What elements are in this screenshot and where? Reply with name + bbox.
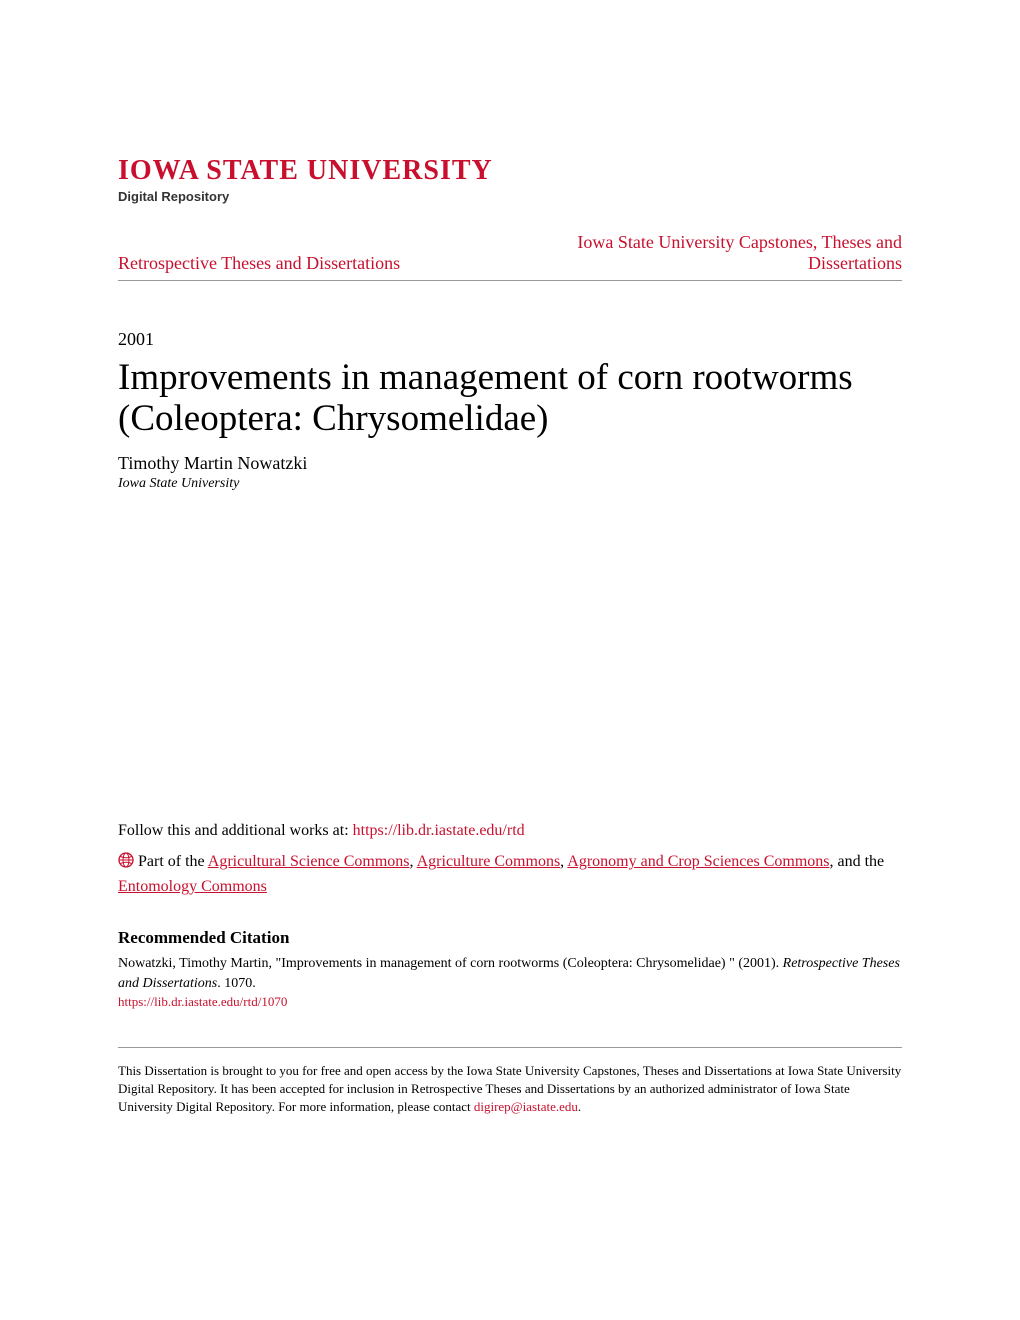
spacer xyxy=(118,492,902,822)
follow-prefix: Follow this and additional works at: xyxy=(118,822,353,839)
breadcrumb-bar: Retrospective Theses and Dissertations I… xyxy=(118,232,902,281)
commons-line: Part of the Agricultural Science Commons… xyxy=(118,850,902,900)
citation-url-link[interactable]: https://lib.dr.iastate.edu/rtd/1070 xyxy=(118,994,287,1009)
publication-year: 2001 xyxy=(118,329,902,350)
collection-link-left[interactable]: Retrospective Theses and Dissertations xyxy=(118,253,400,274)
footer-suffix: . xyxy=(578,1099,581,1114)
university-name: Iowa State University xyxy=(118,155,902,187)
logo-block: Iowa State University Digital Repository xyxy=(118,155,902,204)
repository-subtitle: Digital Repository xyxy=(118,189,902,204)
network-globe-icon xyxy=(118,852,134,868)
citation-heading: Recommended Citation xyxy=(118,928,902,948)
collection-link-right[interactable]: Iowa State University Capstones, Theses … xyxy=(562,232,902,274)
footer-contact-email[interactable]: digirep@iastate.edu xyxy=(474,1099,578,1114)
horizontal-rule xyxy=(118,1047,902,1048)
document-title: Improvements in management of corn rootw… xyxy=(118,358,902,439)
document-page: Iowa State University Digital Repository… xyxy=(0,0,1020,1176)
follow-url-link[interactable]: https://lib.dr.iastate.edu/rtd xyxy=(353,822,525,839)
citation-body: Nowatzki, Timothy Martin, "Improvements … xyxy=(118,954,902,1013)
commons-link-ag-science[interactable]: Agricultural Science Commons xyxy=(208,853,410,870)
commons-link-entomology[interactable]: Entomology Commons xyxy=(118,878,267,895)
citation-suffix: . 1070. xyxy=(217,976,256,991)
commons-link-agronomy[interactable]: Agronomy and Crop Sciences Commons xyxy=(567,853,829,870)
citation-text: Nowatzki, Timothy Martin, "Improvements … xyxy=(118,956,783,971)
follow-line: Follow this and additional works at: htt… xyxy=(118,822,902,840)
commons-prefix: Part of the xyxy=(138,853,208,870)
footer-text: This Dissertation is brought to you for … xyxy=(118,1062,902,1117)
commons-sep-and: , and the xyxy=(830,853,885,870)
author-affiliation: Iowa State University xyxy=(118,476,902,492)
commons-sep: , xyxy=(410,853,417,870)
author-name: Timothy Martin Nowatzki xyxy=(118,453,902,474)
commons-link-agriculture[interactable]: Agriculture Commons xyxy=(417,853,561,870)
